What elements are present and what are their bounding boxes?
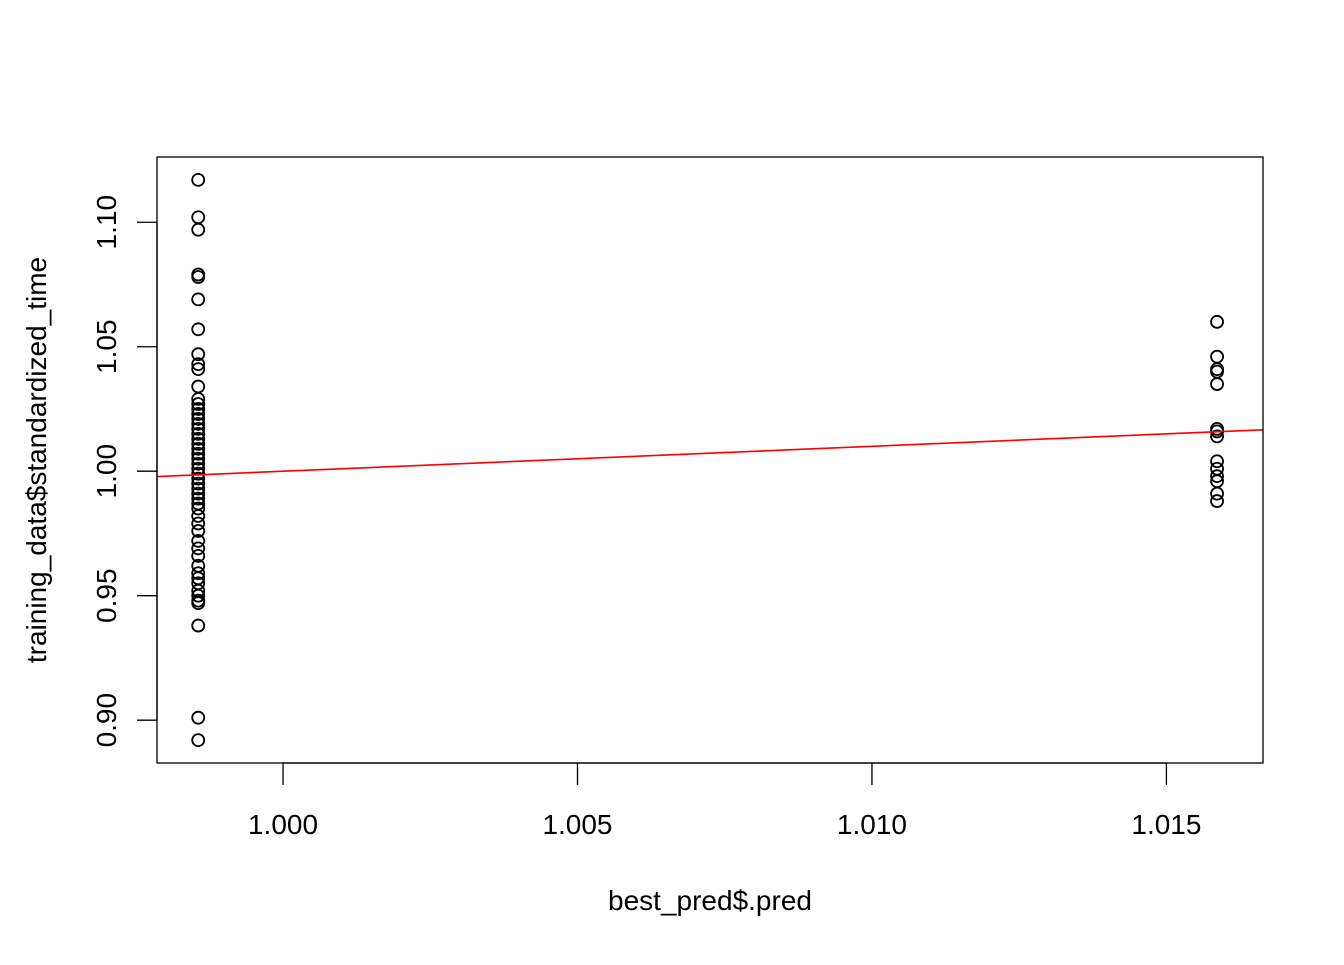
data-point — [191, 566, 206, 581]
data-point — [191, 509, 206, 523]
data-point — [1210, 314, 1224, 329]
data-point — [1210, 494, 1224, 508]
y-tick-label: 1.00 — [91, 444, 122, 499]
data-point — [191, 270, 206, 284]
data-point — [1210, 469, 1224, 484]
data-point — [191, 548, 206, 563]
data-point — [191, 456, 206, 471]
data-point — [191, 362, 206, 377]
data-point — [191, 431, 206, 446]
data-point — [191, 357, 206, 372]
data-point — [191, 491, 206, 506]
data-point — [191, 210, 206, 225]
data-point — [191, 322, 206, 337]
data-point — [1210, 486, 1224, 501]
data-point — [191, 588, 206, 603]
y-tick-label: 0.90 — [91, 693, 122, 748]
x-tick-label: 1.005 — [542, 809, 612, 840]
data-point — [191, 451, 206, 466]
y-tick-label: 1.10 — [91, 195, 122, 250]
data-point — [191, 426, 206, 441]
data-point — [191, 501, 206, 516]
axes-layer: 1.000 1.005 1.010 1.015 0.90 0.95 1.00 1.05 1.10 — [91, 195, 1201, 840]
data-point — [191, 392, 206, 406]
plot-frame — [156, 156, 1264, 764]
data-point — [191, 402, 206, 416]
data-point — [191, 486, 206, 501]
data-point — [191, 466, 206, 481]
y-tick-label: 0.95 — [91, 568, 122, 623]
fit-line-layer — [156, 428, 1264, 478]
data-point — [191, 541, 206, 556]
data-point — [191, 524, 206, 538]
data-point — [1210, 454, 1224, 469]
data-point — [191, 710, 206, 725]
data-point — [191, 596, 206, 611]
data-point — [191, 441, 206, 456]
data-point — [191, 412, 206, 426]
data-point — [191, 416, 206, 431]
data-point — [191, 476, 206, 491]
data-point — [191, 347, 206, 362]
data-point — [191, 733, 206, 747]
x-tick-label: 1.000 — [248, 809, 318, 840]
data-point — [191, 534, 206, 548]
data-point — [1210, 349, 1224, 364]
data-point — [191, 173, 206, 187]
data-point — [191, 421, 206, 436]
data-point — [1210, 377, 1224, 391]
regression-line — [156, 428, 1264, 478]
data-point — [191, 471, 206, 486]
data-point — [191, 516, 206, 531]
x-tick-label: 1.010 — [837, 809, 907, 840]
y-tick-label: 1.05 — [91, 319, 122, 374]
data-point — [191, 618, 206, 633]
y-axis-title: training_data$standardized_time — [21, 257, 52, 663]
data-point — [191, 222, 206, 237]
data-point — [191, 397, 206, 411]
x-axis-title: best_pred$.pred — [608, 885, 812, 916]
data-point — [191, 436, 206, 451]
data-point — [191, 407, 206, 421]
data-point — [191, 446, 206, 461]
data-point — [191, 481, 206, 496]
data-point — [1210, 429, 1224, 444]
x-tick-label: 1.015 — [1131, 809, 1201, 840]
data-point — [191, 292, 206, 307]
data-point — [191, 379, 206, 394]
points-layer — [191, 173, 1224, 747]
